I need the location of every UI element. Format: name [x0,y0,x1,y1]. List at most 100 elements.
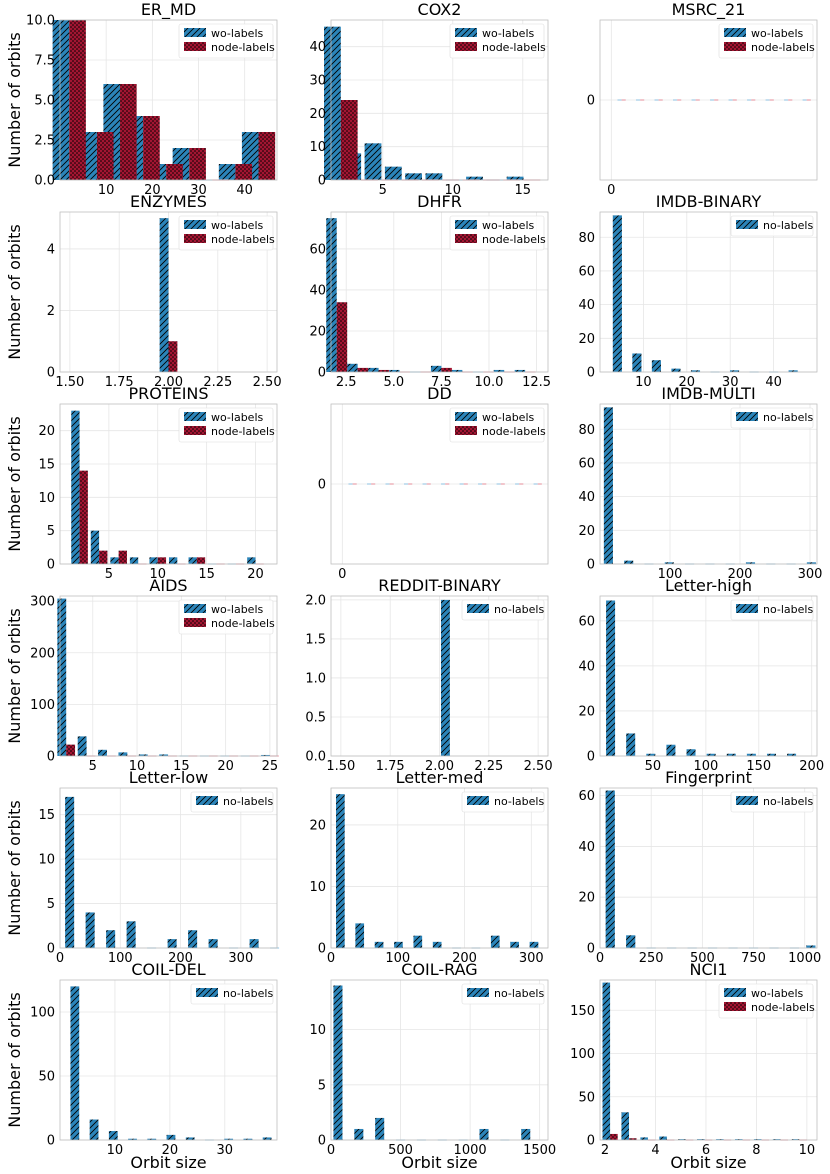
bar [385,483,390,485]
x-tick-label: 1.50 [55,375,84,390]
chart-letter-med: 0 100 200 300 0 10 20 Letter-med no-labels [309,768,549,966]
x-tick-label: 200 [452,951,477,966]
y-tick-label: 0 [47,366,55,381]
x-tick-label: 20 [144,183,161,198]
bar [610,1133,618,1140]
bar [224,1138,234,1140]
bar [394,941,403,948]
chart-title: Letter-med [396,768,484,787]
bar [506,176,524,180]
bar [734,1139,743,1140]
x-tick-label: 0 [607,183,615,198]
bar [459,483,464,485]
legend-swatch [184,618,206,627]
legend-swatch [455,426,477,435]
plot-frame [599,211,818,373]
y-tick-label: 15 [38,808,55,823]
chart-title: Letter-high [665,576,752,595]
x-tick-label: 200 [799,759,824,774]
legend-swatch [467,604,489,613]
bar [500,483,505,485]
x-tick-label: 250 [639,951,664,966]
bar [374,941,384,948]
y-tick-label: 0 [47,942,55,957]
y-tick-label: 0 [587,1134,595,1149]
chart-reddit-binary: 1.50 1.75 2.00 2.25 2.50 0.0 0.5 1.0 1.5 2.0 REDDI… [305,576,552,774]
x-tick-label: 2.00 [154,375,183,390]
series-node-labels [621,99,811,101]
plot-frame [330,787,549,949]
legend-swatch [724,42,746,51]
legend: no-labels [190,791,273,813]
legend-swatch [455,234,477,243]
y-tick-label: 20 [309,324,326,339]
bar [138,754,148,756]
bar [89,1119,99,1140]
bar [765,99,770,101]
bar [354,1128,364,1140]
legend-swatch [724,988,746,997]
chart-title: PROTEINS [128,384,208,403]
x-tick-label: 300 [798,567,823,582]
bar [766,753,776,756]
bar [149,557,158,564]
bar [196,557,206,564]
bar [478,483,483,485]
x-tick-label: 750 [741,951,766,966]
y-tick-label: 5 [47,897,55,912]
bar [710,99,715,101]
bar [378,369,390,372]
x-tick-label: 15 [173,759,190,774]
bar [635,99,641,101]
bar [788,370,798,372]
x-tick-label: 30 [190,183,207,198]
x-tick-label: 7.5 [431,375,452,390]
bar [490,935,500,948]
legend-label: wo-labels [211,603,264,616]
y-tick-label: 0.0 [34,174,55,189]
legend-label: wo-labels [482,411,535,424]
bar [77,736,87,756]
legend-label: no-labels [494,603,544,616]
x-tick-label: 40 [236,183,253,198]
x-tick-label: 10 [149,567,166,582]
x-axis-label: Orbit size [401,1153,477,1172]
plot-frame [59,787,278,949]
plot-frame [599,403,818,565]
y-tick-label: 60 [578,456,595,471]
bar [52,20,70,180]
bar [159,218,169,372]
plot-frame [599,19,818,181]
plot-frame [59,211,278,373]
bar [514,369,526,372]
bar [262,1137,272,1140]
bar [432,941,442,948]
legend-label: node-labels [482,41,546,54]
bar [646,753,656,756]
bar [441,483,446,485]
y-tick-label: 2.0 [305,593,326,608]
x-tick-label: 20 [217,759,234,774]
plot-frame [330,595,549,757]
bar [537,483,542,485]
y-tick-label: 50 [38,1070,55,1085]
bar [336,794,345,948]
legend-swatch [736,604,758,613]
y-tick-label: 10 [38,491,55,506]
series-node-labels [336,302,536,373]
bar [629,1138,637,1140]
legend-label: no-labels [763,795,813,808]
bar [651,360,661,372]
chart-enzymes: 1.50 1.75 2.00 2.25 2.50 0 2 4 ENZYMES Number of … [5,192,282,390]
bar [716,1139,724,1140]
chart-coil-del: 10 20 30 0 50 100 COIL-DEL Number of orbits Orbi… [5,960,278,1172]
legend-swatch [467,988,489,997]
y-tick-label: 20 [309,818,326,833]
y-tick-label: 10 [38,853,55,868]
bar [784,99,789,101]
x-tick-label: 2.25 [474,759,503,774]
